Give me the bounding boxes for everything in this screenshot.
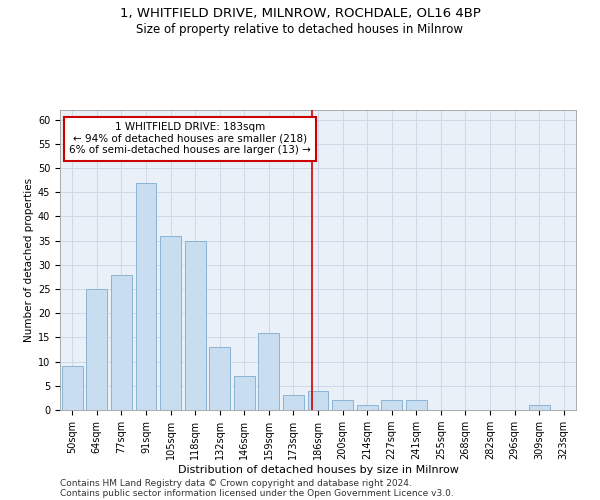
Bar xyxy=(185,240,206,410)
Bar xyxy=(136,182,157,410)
Bar xyxy=(62,366,83,410)
Text: 1, WHITFIELD DRIVE, MILNROW, ROCHDALE, OL16 4BP: 1, WHITFIELD DRIVE, MILNROW, ROCHDALE, O… xyxy=(119,8,481,20)
Bar xyxy=(529,405,550,410)
Bar xyxy=(234,376,255,410)
Bar xyxy=(283,396,304,410)
Text: Size of property relative to detached houses in Milnrow: Size of property relative to detached ho… xyxy=(137,22,464,36)
Bar xyxy=(111,274,132,410)
Bar xyxy=(356,405,377,410)
Y-axis label: Number of detached properties: Number of detached properties xyxy=(23,178,34,342)
Bar xyxy=(381,400,402,410)
Bar xyxy=(160,236,181,410)
Text: Contains HM Land Registry data © Crown copyright and database right 2024.: Contains HM Land Registry data © Crown c… xyxy=(60,478,412,488)
Bar xyxy=(259,332,280,410)
Bar xyxy=(406,400,427,410)
Bar xyxy=(332,400,353,410)
Bar xyxy=(86,289,107,410)
Bar xyxy=(308,390,328,410)
Bar xyxy=(209,347,230,410)
X-axis label: Distribution of detached houses by size in Milnrow: Distribution of detached houses by size … xyxy=(178,465,458,475)
Text: Contains public sector information licensed under the Open Government Licence v3: Contains public sector information licen… xyxy=(60,488,454,498)
Text: 1 WHITFIELD DRIVE: 183sqm
← 94% of detached houses are smaller (218)
6% of semi-: 1 WHITFIELD DRIVE: 183sqm ← 94% of detac… xyxy=(69,122,311,156)
